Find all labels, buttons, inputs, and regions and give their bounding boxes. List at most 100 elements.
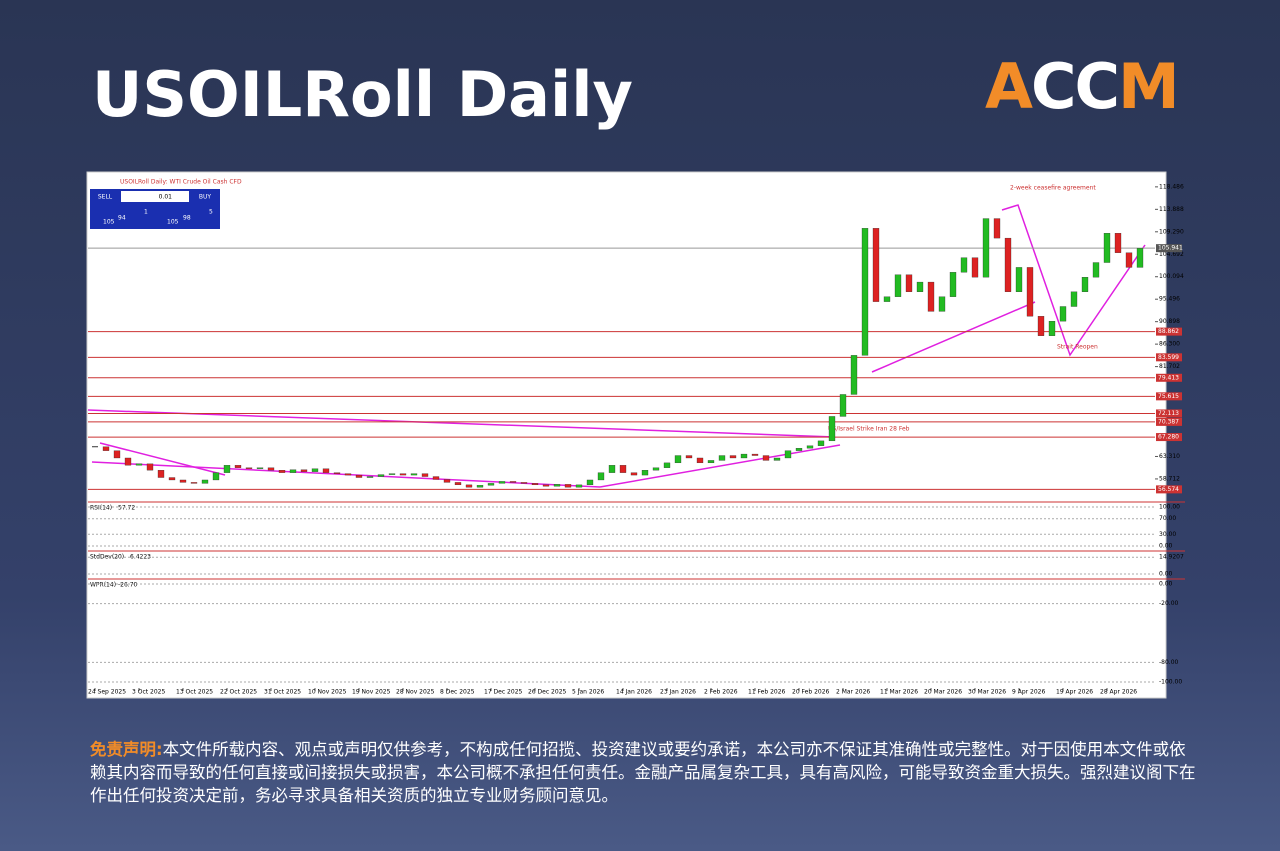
- level-label: 67.280: [1158, 434, 1179, 441]
- x-tick-label: 8 Dec 2025: [440, 689, 475, 696]
- y-tick-label: 63.310: [1159, 453, 1180, 460]
- x-tick-label: 24 Sep 2025: [88, 689, 126, 696]
- y-tick-label: 104.692: [1159, 251, 1184, 258]
- annotation: Strait Reopen: [1057, 344, 1098, 351]
- level-box: [1156, 433, 1182, 442]
- logo-part: A: [985, 50, 1033, 123]
- sell-big: 105: [103, 219, 115, 226]
- candle: [300, 469, 308, 472]
- candle: [883, 296, 891, 302]
- x-tick-label: 17 Dec 2025: [484, 689, 523, 696]
- candle: [542, 484, 550, 487]
- x-tick-label: 5 Jan 2026: [572, 689, 604, 696]
- candle: [531, 483, 539, 486]
- candle: [828, 416, 836, 442]
- candle: [1004, 237, 1012, 292]
- current-box: [1156, 244, 1182, 253]
- x-tick-label: 26 Dec 2025: [528, 689, 567, 696]
- candle: [652, 467, 660, 471]
- level-label: 83.599: [1158, 354, 1179, 361]
- buy-button[interactable]: BUY: [199, 194, 212, 201]
- buy-big: 105: [167, 219, 179, 226]
- annotation: 2-week ceasefire agreement: [1010, 185, 1096, 192]
- candle: [718, 455, 726, 461]
- x-tick-label: 10 Nov 2025: [308, 689, 347, 696]
- candle: [740, 453, 748, 459]
- level-label: 56.574: [1158, 486, 1179, 493]
- candle: [938, 296, 946, 312]
- candle: [1103, 233, 1111, 263]
- x-tick-label: 22 Oct 2025: [220, 689, 257, 696]
- candle: [344, 473, 352, 476]
- disclaimer: 免责声明:本文件所载内容、观点或声明仅供参考，不构成任何招揽、投资建议或要约承诺…: [90, 738, 1200, 807]
- y-tick-label: 0.00: [1159, 543, 1173, 550]
- sell-button[interactable]: SELL: [98, 194, 113, 201]
- candle: [784, 450, 792, 459]
- sell-main: 94: [118, 215, 126, 222]
- candle: [707, 460, 715, 464]
- x-tick-label: 3 Oct 2025: [132, 689, 165, 696]
- x-tick-label: 19 Apr 2026: [1056, 689, 1093, 696]
- chart-title: USOILRoll Daily: WTI Crude Oil Cash CFD: [120, 179, 242, 186]
- indicator-value: -26.70: [118, 582, 138, 589]
- y-tick-label: 113.888: [1159, 206, 1184, 213]
- candle: [410, 473, 418, 476]
- candle: [432, 476, 440, 480]
- candle: [256, 467, 264, 469]
- x-tick-label: 11 Mar 2026: [880, 689, 918, 696]
- candle: [861, 228, 869, 356]
- y-tick-label: 14.9207: [1159, 554, 1184, 561]
- candle: [520, 482, 528, 484]
- y-tick-label: -20.00: [1159, 600, 1179, 607]
- candle: [949, 272, 957, 297]
- candle: [619, 465, 627, 473]
- buy-main: 98: [183, 215, 191, 222]
- candle: [267, 467, 275, 471]
- candle: [1114, 233, 1122, 253]
- candle: [1081, 277, 1089, 292]
- level-box: [1156, 417, 1182, 426]
- candle: [322, 468, 330, 473]
- candle: [1015, 267, 1023, 292]
- lot-box: [121, 191, 189, 202]
- candle: [443, 479, 451, 483]
- x-tick-label: 23 Jan 2026: [660, 689, 696, 696]
- candle: [696, 457, 704, 464]
- y-tick-label: 118.486: [1159, 183, 1184, 190]
- x-tick-label: 9 Apr 2026: [1012, 689, 1045, 696]
- x-tick-label: 13 Oct 2025: [176, 689, 213, 696]
- candle: [575, 484, 583, 488]
- candle: [399, 473, 407, 476]
- annotation: US/Israel Strike Iran 28 Feb: [828, 426, 910, 433]
- candle: [476, 485, 484, 488]
- y-tick-label: -100.00: [1159, 679, 1182, 686]
- level-label: 75.615: [1158, 393, 1179, 400]
- candle: [245, 467, 253, 469]
- x-tick-label: 19 Nov 2025: [352, 689, 391, 696]
- y-tick-label: 70.00: [1159, 515, 1176, 522]
- candle: [498, 481, 506, 484]
- y-tick-label: 86.300: [1159, 341, 1180, 348]
- level-box: [1156, 485, 1182, 494]
- candle: [179, 479, 187, 483]
- x-tick-label: 20 Feb 2026: [792, 689, 830, 696]
- candle: [641, 470, 649, 476]
- candle: [762, 455, 770, 461]
- candle: [1059, 306, 1067, 322]
- candle: [630, 472, 638, 476]
- candle: [663, 462, 671, 468]
- disclaimer-label: 免责声明:: [90, 740, 163, 759]
- x-tick-label: 20 Mar 2026: [924, 689, 962, 696]
- disclaimer-text: 本文件所载内容、观点或声明仅供参考，不构成任何招揽、投资建议或要约承诺，本公司亦…: [90, 740, 1196, 805]
- y-tick-label: 0.00: [1159, 581, 1173, 588]
- y-tick-label: 100.094: [1159, 273, 1184, 280]
- candle: [674, 455, 682, 464]
- candle: [487, 483, 495, 486]
- x-tick-label: 28 Nov 2025: [396, 689, 435, 696]
- candle: [795, 448, 803, 451]
- y-tick-label: 81.702: [1159, 363, 1180, 370]
- candle: [1037, 316, 1045, 336]
- indicator-name: StdDev(20): [90, 554, 124, 561]
- candle: [454, 482, 462, 486]
